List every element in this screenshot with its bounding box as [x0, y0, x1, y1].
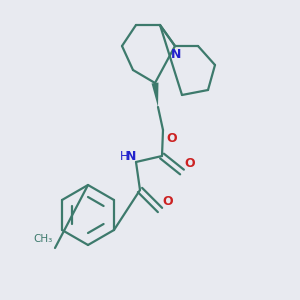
- Text: O: O: [162, 195, 172, 208]
- Text: CH₃: CH₃: [34, 234, 53, 244]
- Text: O: O: [184, 157, 195, 170]
- Text: O: O: [166, 132, 177, 145]
- Text: N: N: [171, 48, 181, 61]
- Text: H: H: [120, 149, 128, 163]
- Text: N: N: [126, 149, 136, 163]
- Polygon shape: [152, 82, 158, 107]
